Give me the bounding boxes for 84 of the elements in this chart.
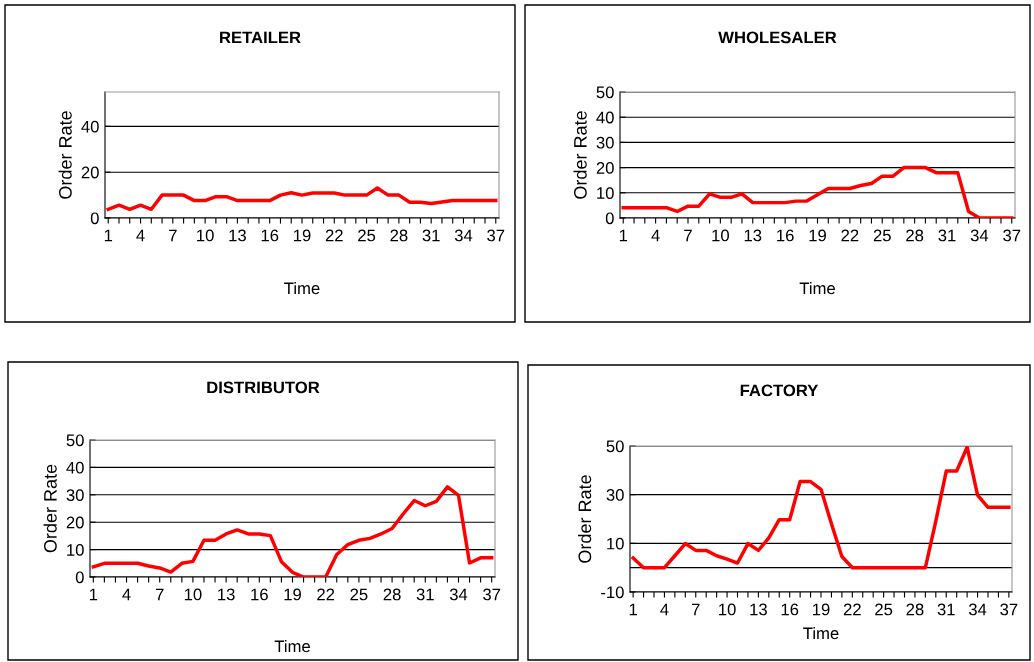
y-tick-label: -10	[601, 586, 624, 599]
x-tick-label: 34	[970, 229, 989, 242]
x-tick-label: 4	[136, 229, 145, 242]
x-tick-label: 37	[1003, 229, 1021, 242]
x-tick-label: 31	[938, 229, 956, 242]
x-tick-label: 1	[629, 603, 637, 616]
y-tick-label: 10	[607, 537, 624, 550]
y-tick-label: 0	[605, 212, 614, 225]
y-tick-label: 0	[75, 571, 84, 584]
y-tick-label: 20	[81, 166, 99, 179]
x-tick-label: 16	[777, 229, 794, 242]
x-tick-label: 22	[843, 603, 861, 616]
y-tick-label: 10	[597, 187, 614, 199]
x-tick-label: 13	[229, 229, 246, 242]
y-axis-title: Order Rate	[573, 111, 587, 199]
x-tick-label: 31	[937, 603, 955, 616]
x-tick-label: 7	[169, 229, 177, 242]
x-tick-label: 25	[350, 588, 368, 601]
y-tick-label: 40	[81, 120, 99, 133]
x-tick-label: 19	[813, 603, 830, 616]
x-tick-label: 1	[89, 588, 98, 601]
y-tick-label: 30	[596, 136, 614, 149]
x-axis-title: Time	[803, 627, 839, 640]
x-tick-label: 16	[251, 588, 268, 601]
y-axis-title: Order Rate	[58, 111, 72, 199]
x-axis-title: Time	[799, 282, 835, 295]
y-axis-title: Order Rate	[43, 464, 57, 553]
x-tick-label: 25	[875, 603, 893, 616]
chart-title: FACTORY	[740, 384, 819, 397]
x-tick-label: 16	[781, 603, 799, 616]
x-tick-label: 25	[873, 229, 891, 242]
x-tick-label: 34	[454, 229, 473, 242]
x-tick-label: 28	[906, 229, 924, 242]
x-tick-label: 4	[660, 603, 669, 616]
x-tick-label: 19	[294, 229, 311, 242]
x-tick-label: 22	[841, 229, 859, 242]
line-series	[106, 186, 498, 212]
x-tick-label: 34	[968, 603, 987, 616]
x-tick-label: 28	[390, 229, 408, 242]
x-tick-label: 34	[449, 588, 468, 601]
y-tick-label: 0	[90, 212, 99, 225]
x-tick-label: 1	[619, 229, 628, 242]
x-axis-title: Time	[274, 640, 310, 653]
x-tick-label: 10	[197, 229, 214, 242]
x-tick-label: 16	[261, 229, 279, 242]
x-tick-label: 7	[691, 603, 700, 616]
x-tick-label: 37	[1000, 603, 1018, 616]
x-tick-label: 13	[750, 603, 767, 616]
x-axis-title: Time	[284, 282, 320, 295]
x-tick-label: 4	[651, 229, 660, 242]
x-tick-label: 10	[184, 588, 202, 601]
y-tick-label: 10	[67, 544, 84, 556]
x-tick-label: 19	[284, 588, 301, 601]
y-tick-label: 50	[596, 86, 614, 99]
x-tick-label: 37	[487, 229, 505, 242]
x-tick-label: 19	[809, 229, 826, 242]
x-tick-label: 22	[317, 588, 335, 601]
y-axis-title: Order Rate	[577, 475, 592, 563]
x-tick-label: 22	[325, 229, 343, 242]
y-tick-label: 20	[66, 516, 84, 529]
x-tick-label: 7	[155, 588, 164, 601]
chart-title: RETAILER	[220, 31, 301, 44]
x-tick-label: 31	[422, 229, 440, 242]
x-tick-label: 4	[122, 588, 131, 601]
y-tick-label: 20	[596, 162, 614, 174]
x-tick-label: 10	[712, 229, 729, 242]
y-tick-label: 50	[66, 434, 84, 447]
x-tick-label: 28	[383, 588, 401, 601]
y-tick-label: 50	[606, 440, 624, 453]
y-tick-label: 30	[606, 489, 624, 501]
x-tick-label: 13	[218, 588, 235, 601]
y-tick-label: 30	[66, 489, 84, 501]
x-tick-label: 10	[719, 603, 736, 616]
x-tick-label: 31	[416, 588, 434, 601]
x-tick-label: 13	[744, 229, 762, 242]
x-tick-label: 28	[906, 603, 924, 616]
x-tick-label: 37	[483, 588, 501, 601]
x-tick-label: 7	[684, 229, 692, 242]
chart-title: WHOLESALER	[718, 31, 837, 44]
x-tick-label: 1	[104, 229, 113, 242]
y-tick-label: 40	[66, 461, 84, 474]
chart-title: DISTRIBUTOR	[207, 381, 320, 394]
y-tick-label: 40	[596, 111, 614, 124]
x-tick-label: 25	[358, 229, 376, 242]
